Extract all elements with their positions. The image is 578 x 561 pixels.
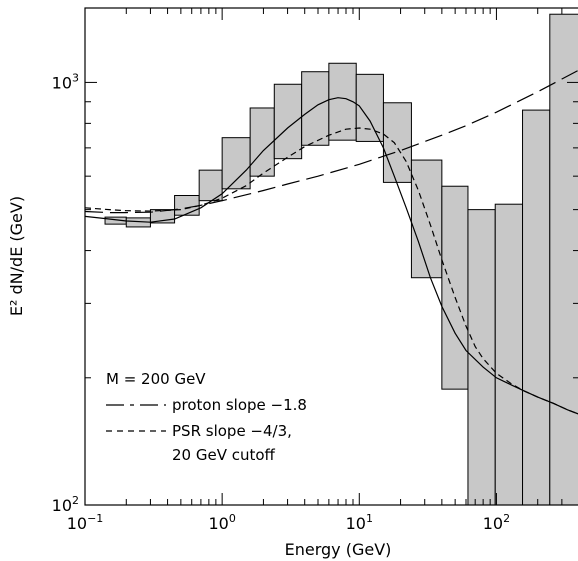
x-tick-label-1: 100 bbox=[208, 512, 235, 533]
error-box-17 bbox=[549, 13, 578, 505]
series-line-short-dash bbox=[85, 127, 578, 415]
x-tick-label-2: 101 bbox=[346, 512, 373, 533]
legend: M = 200 GeV proton slope −1.8 PSR slope … bbox=[106, 370, 307, 464]
plot-frame bbox=[84, 7, 578, 506]
axis-ticks bbox=[84, 8, 578, 506]
error-box-12 bbox=[410, 159, 443, 279]
error-box-8 bbox=[301, 71, 330, 146]
error-boxes bbox=[104, 13, 578, 505]
legend-label-psr-line2: 20 GeV cutoff bbox=[172, 446, 276, 464]
x-tick-label-3: 102 bbox=[483, 512, 510, 533]
y-axis-label: E² dN/dE (GeV) bbox=[7, 196, 26, 316]
legend-label-psr: PSR slope −4/3, bbox=[172, 422, 292, 440]
model-curves bbox=[85, 69, 578, 415]
legend-label-proton: proton slope −1.8 bbox=[172, 396, 307, 414]
error-box-13 bbox=[441, 185, 469, 390]
y-tick-label-0: 102 bbox=[52, 494, 79, 515]
error-box-7 bbox=[273, 83, 303, 160]
series-line-long-dash bbox=[85, 69, 578, 214]
error-box-11 bbox=[382, 102, 412, 183]
y-tick-label-1: 103 bbox=[52, 71, 79, 92]
series-line-solid bbox=[85, 97, 578, 415]
tick-labels: 10−1 100 101 102 102 103 bbox=[52, 71, 510, 533]
x-axis-label: Energy (GeV) bbox=[285, 540, 392, 559]
x-tick-label-0: 10−1 bbox=[67, 512, 104, 533]
legend-title: M = 200 GeV bbox=[106, 370, 206, 388]
error-box-3 bbox=[174, 195, 200, 216]
error-box-5 bbox=[221, 137, 251, 190]
error-box-16 bbox=[522, 109, 551, 505]
error-box-15 bbox=[494, 203, 524, 505]
error-box-6 bbox=[249, 107, 275, 177]
